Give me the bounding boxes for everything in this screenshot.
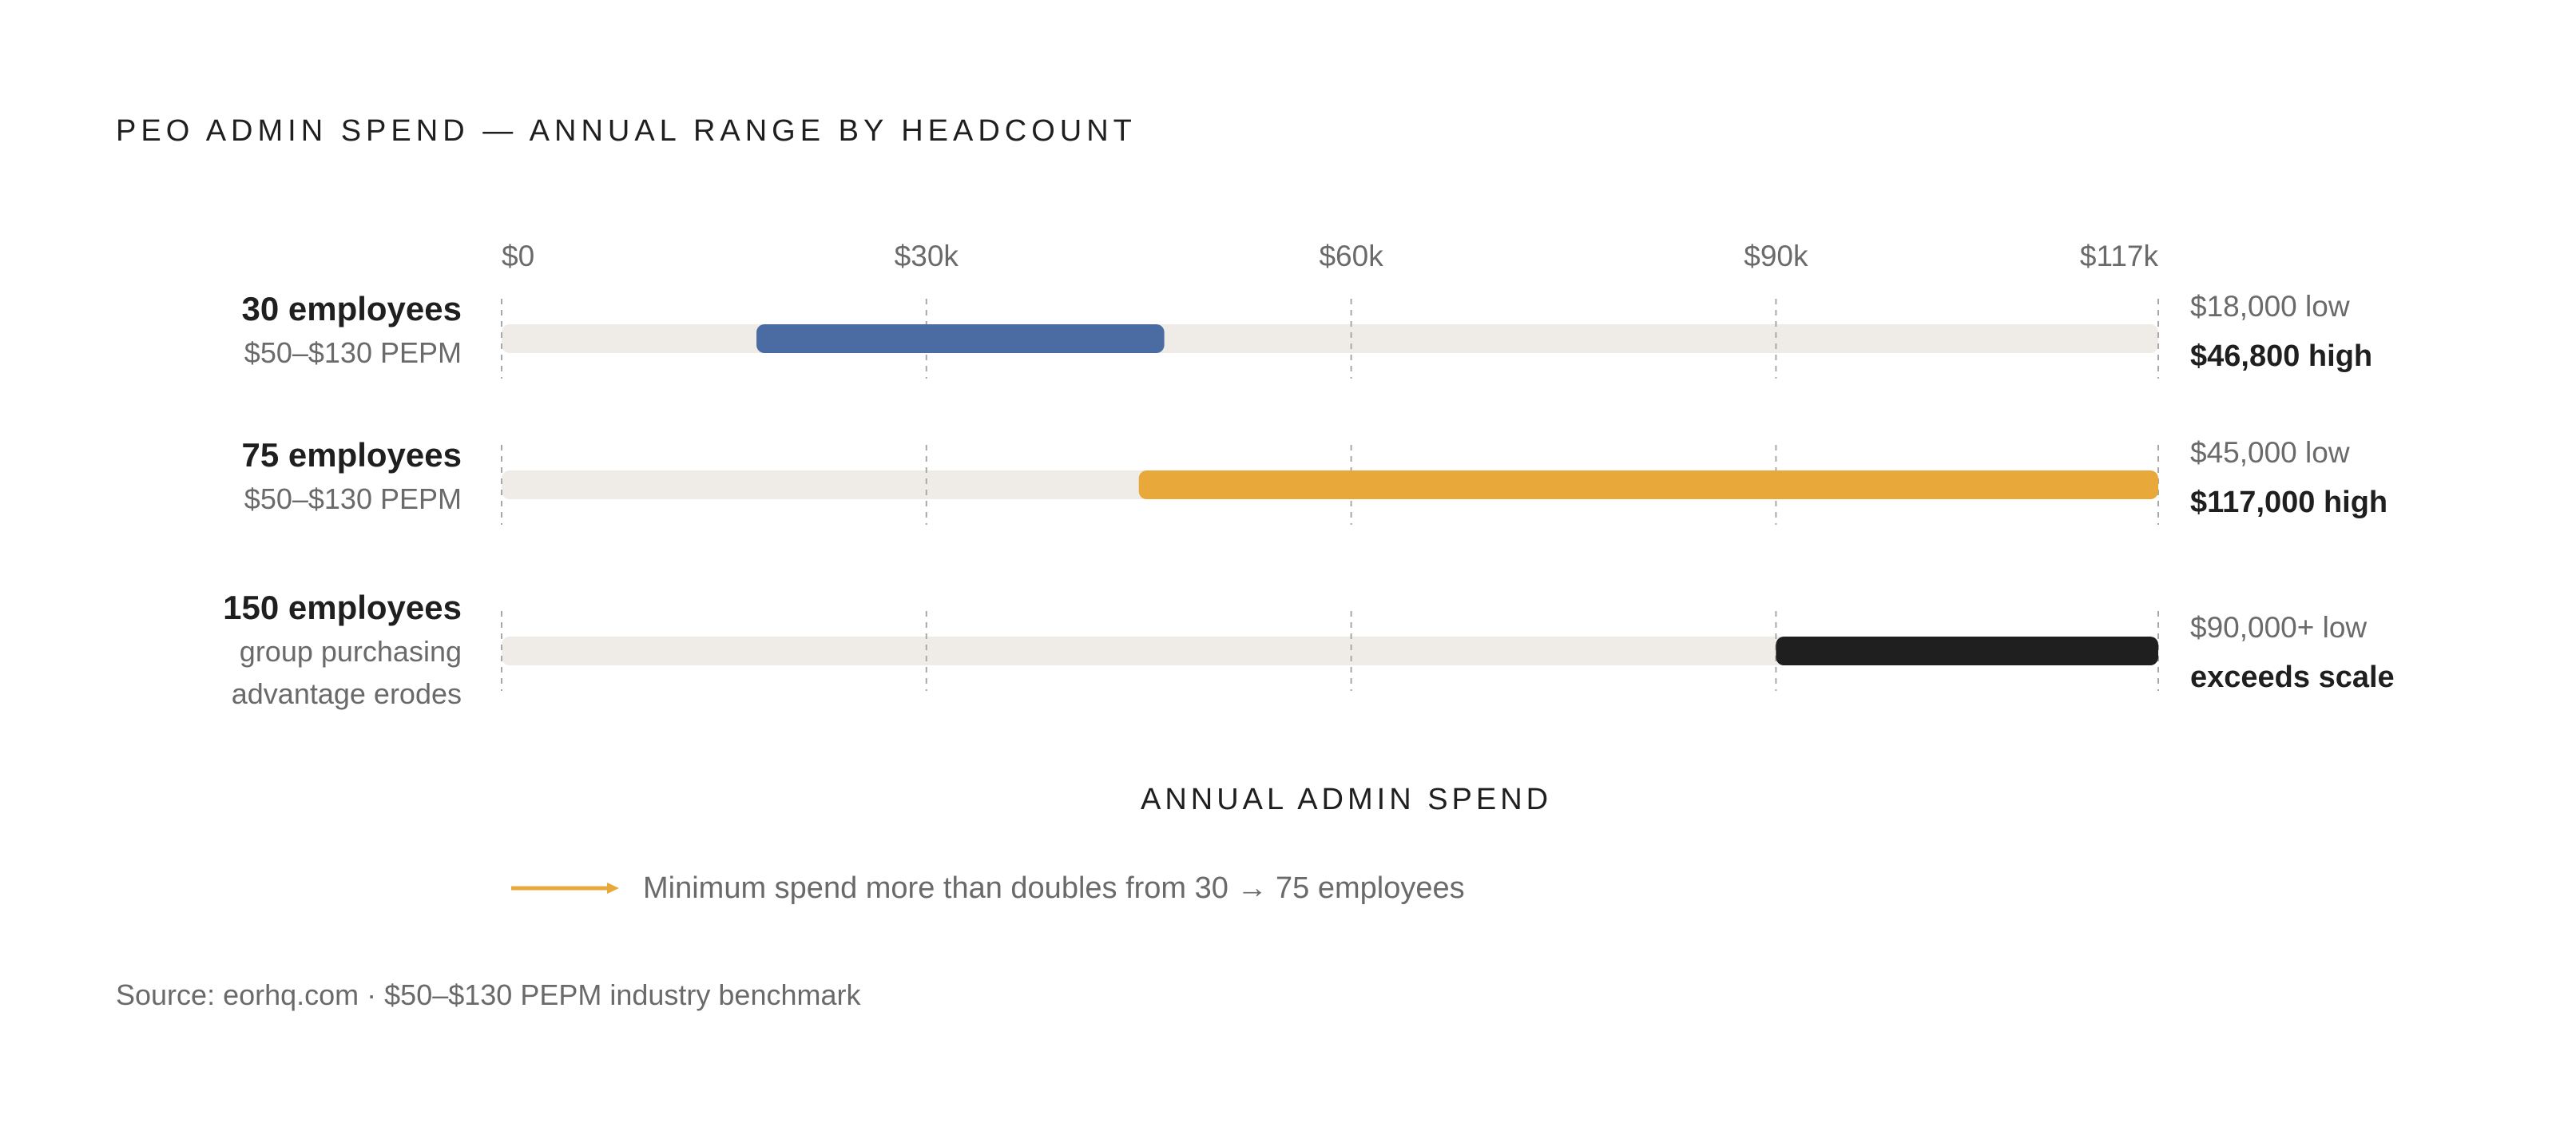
- annotation: Minimum spend more than doubles from 30 …: [511, 868, 1465, 908]
- x-axis-title: ANNUAL ADMIN SPEND: [1141, 783, 1553, 816]
- range-bar: [1776, 637, 2158, 665]
- high-value-label: $117,000 high: [2190, 486, 2387, 519]
- high-value-label: $46,800 high: [2190, 339, 2372, 373]
- low-value-label: $45,000 low: [2190, 436, 2350, 469]
- row-sublabel: advantage erodes: [232, 677, 462, 710]
- x-tick-label: $0: [502, 240, 534, 272]
- arrow-right-icon: [511, 883, 619, 894]
- x-tick-label: $30k: [895, 240, 959, 272]
- annotation-text: Minimum spend more than doubles from 30 …: [643, 871, 1465, 905]
- low-value-label: $18,000 low: [2190, 290, 2350, 323]
- x-tick-label: $117k: [2080, 240, 2159, 272]
- low-value-label: $90,000+ low: [2190, 611, 2367, 644]
- row-sublabel: group purchasing: [240, 635, 462, 668]
- high-value-label: exceeds scale: [2190, 661, 2395, 694]
- row-label: 30 employees: [241, 290, 462, 327]
- range-bar: [756, 324, 1165, 353]
- source-note: Source: eorhq.com · $50–$130 PEPM indust…: [116, 978, 861, 1011]
- row-label: 150 employees: [223, 589, 462, 626]
- x-tick-label: $60k: [1319, 240, 1383, 272]
- range-track: [502, 324, 2158, 353]
- x-tick-label: $90k: [1744, 240, 1808, 272]
- chart-title: PEO ADMIN SPEND — ANNUAL RANGE BY HEADCO…: [116, 114, 1137, 148]
- range-bar: [1138, 470, 2158, 499]
- range-track: [502, 637, 2158, 665]
- row-sublabel: $50–$130 PEPM: [244, 336, 462, 369]
- row-label: 75 employees: [241, 436, 462, 474]
- row-sublabel: $50–$130 PEPM: [244, 482, 462, 515]
